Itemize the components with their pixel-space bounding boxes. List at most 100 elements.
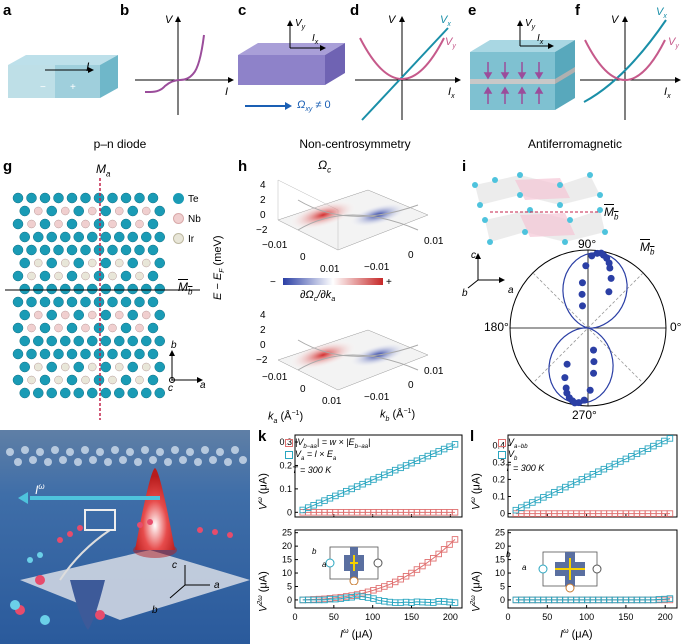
te-atom — [87, 283, 98, 295]
te-atom — [100, 387, 111, 399]
polar-point — [593, 249, 601, 257]
polar-point — [561, 374, 569, 382]
nb-atom — [54, 271, 63, 281]
te-atom — [114, 335, 125, 347]
caption-pn-diode: p–n diode — [93, 137, 147, 151]
y-tick-label: 20 — [282, 541, 292, 551]
te-atom — [147, 374, 159, 386]
plot-frame — [294, 434, 463, 518]
te-atom — [93, 218, 105, 230]
ka-tick: −0.01 — [262, 240, 288, 251]
afm-vy-label: Vy — [525, 18, 536, 31]
panel-letter-c: c — [238, 2, 247, 19]
j-current-label: Iω — [35, 482, 45, 497]
ka-axis-label: ka (Å−1) — [268, 410, 304, 425]
l-temp: T = 300 K — [505, 463, 545, 473]
te-atom — [114, 387, 125, 399]
y-tick-label: 10 — [282, 568, 292, 578]
nb-atom — [61, 310, 70, 320]
nb-atom — [108, 375, 117, 385]
x-tick-label: 200 — [443, 612, 458, 622]
k-temp: T = 300 K — [292, 465, 332, 475]
nb-atom — [88, 362, 97, 372]
polar-point — [578, 279, 586, 287]
crystal-sketch — [472, 172, 608, 245]
polar-angle-270: 270° — [572, 408, 597, 422]
polar-point — [578, 302, 586, 310]
chart-l-bottom: 0 5 10 15 20 25 0 50 100 150 200 — [495, 528, 678, 622]
nb-atom — [108, 323, 117, 333]
te-atom — [127, 257, 138, 269]
te-atom — [19, 257, 30, 269]
berry-z-label: E − EF (meV) — [212, 235, 227, 301]
noncentro-y-label: V — [388, 14, 396, 26]
nb-swatch — [173, 213, 184, 224]
noncentro-x-label: Ix — [448, 86, 455, 101]
panel-letter-e: e — [468, 2, 477, 19]
kb-tick: 0.01 — [424, 366, 444, 377]
legend-nb: Nb — [173, 213, 201, 225]
te-atom — [127, 231, 138, 243]
te-atom — [12, 374, 24, 386]
top-lattice — [6, 446, 247, 466]
te-atom — [12, 192, 24, 204]
te-atom — [26, 296, 37, 308]
nb-atom — [115, 362, 124, 372]
te-atom — [93, 244, 105, 256]
data-point — [451, 536, 459, 543]
polar-axes-sketch — [467, 253, 505, 289]
ka-tick: −0.01 — [262, 372, 288, 383]
blue-dip — [70, 580, 105, 630]
nb-atom — [142, 258, 151, 268]
legend-square-red — [285, 439, 293, 447]
legend-te: Te — [173, 193, 199, 205]
te-atom — [66, 374, 78, 386]
k-top-ylabel: Vω (μA) — [257, 473, 270, 510]
te-atom — [120, 192, 132, 204]
omega-label: Ωxy ≠ 0 — [297, 99, 331, 114]
te-atom — [60, 283, 71, 295]
polar-mirror-label: Mb — [604, 205, 619, 222]
te-atom — [66, 192, 78, 204]
te-atom — [60, 387, 71, 399]
te-atom — [127, 309, 138, 321]
colorbar-plus: + — [386, 277, 392, 288]
nb-atom — [81, 375, 90, 385]
nb-atom — [34, 206, 43, 216]
y-tick-label: 0 — [287, 507, 292, 517]
nb-atom — [108, 271, 117, 281]
legend-square-blue — [498, 451, 506, 459]
te-atom — [147, 296, 159, 308]
te-atom — [120, 348, 132, 360]
te-atom — [66, 322, 78, 334]
y-tick-label: 5 — [500, 581, 505, 591]
te-atom — [12, 218, 24, 230]
ka-tick: 0.01 — [320, 264, 340, 275]
nb-atom — [81, 271, 90, 281]
ztick-top: 0 — [260, 210, 266, 221]
k-xlabel: Iω (μA) — [340, 628, 373, 641]
k-inset-a: a — [322, 560, 327, 569]
nb-atom — [34, 310, 43, 320]
te-swatch — [173, 193, 184, 204]
te-atom — [26, 348, 37, 360]
te-atom — [33, 231, 44, 243]
plot-frame — [294, 529, 463, 609]
polar-point — [607, 274, 615, 282]
l-device-inset — [538, 551, 602, 593]
mirror-a-label: Ma — [96, 162, 111, 179]
te-atom — [80, 192, 91, 204]
berry-surface-bottom — [277, 329, 429, 391]
x-tick-label: 150 — [618, 612, 633, 622]
y-tick-label: 0.3 — [492, 457, 505, 467]
te-atom — [12, 322, 24, 334]
te-atom — [87, 231, 98, 243]
j-axis-c: c — [172, 560, 177, 571]
ztick-bottom: 2 — [260, 325, 266, 336]
nb-atom — [115, 258, 124, 268]
nb-atom — [81, 323, 90, 333]
te-atom — [39, 322, 51, 334]
data-point — [451, 599, 459, 606]
lattice-axis-c: c — [168, 383, 173, 394]
te-atom — [66, 218, 78, 230]
